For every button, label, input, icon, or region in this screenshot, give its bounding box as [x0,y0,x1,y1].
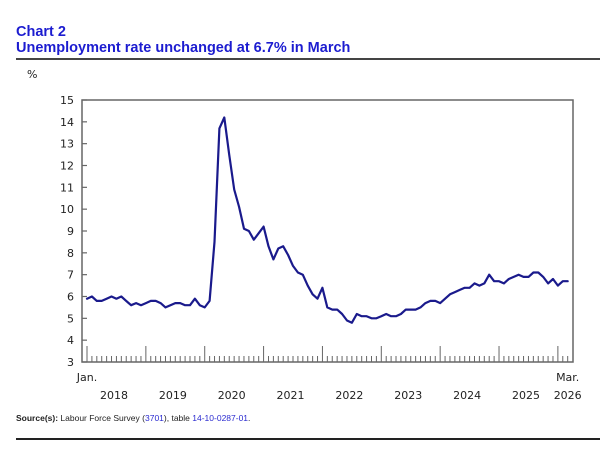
y-tick-label: 6 [67,291,74,304]
y-tick-label: 9 [67,225,74,238]
y-axis: 3 4 5 6 7 8 9 10 11 12 13 14 15 [60,94,87,369]
plot-border [81,99,574,363]
y-tick-label: 15 [60,94,74,107]
footer-divider [16,438,600,440]
y-tick-label: 12 [60,160,74,173]
x-year-label: 2025 [512,389,540,402]
source-text-end: . [248,413,251,423]
y-tick-label: 11 [60,181,74,194]
x-year-label: 2024 [453,389,481,402]
chart-title: Unemployment rate unchanged at 6.7% in M… [16,40,351,56]
x-year-label: 2020 [218,389,246,402]
y-axis-unit-label: % [27,68,38,81]
x-year-label: 2021 [277,389,305,402]
x-year-label: 2026 [554,389,582,402]
x-year-label: 2018 [100,389,128,402]
plot-frame [81,99,574,363]
source-label: Source(s): [16,413,59,423]
y-tick-label: 5 [67,312,74,325]
y-tick-label: 8 [67,247,74,260]
source-text: Labour Force Survey ( [58,413,145,423]
x-year-label: 2019 [159,389,187,402]
x-year-label: 2023 [394,389,422,402]
chart-number: Chart 2 [16,24,66,40]
y-tick-label: 3 [67,356,74,369]
survey-link[interactable]: 3701 [144,413,164,423]
source-text-middle: ), table [163,413,193,423]
title-divider [16,58,600,60]
x-year-label: 2022 [335,389,363,402]
y-tick-label: 4 [67,334,74,347]
line-chart: 3 4 5 6 7 8 9 10 11 12 13 14 15 Jan. Mar. 2018 2019 2020… [60,94,582,402]
source-note: Source(s): Labour Force Survey (3701), t… [16,413,250,423]
y-tick-label: 10 [60,203,74,216]
x-end-label: Mar. [556,371,579,384]
y-tick-label: 7 [67,269,74,282]
table-link[interactable]: 14-10-0287-01 [192,413,249,423]
x-start-label: Jan. [76,371,97,384]
unemployment-rate-line [85,116,569,324]
y-tick-label: 13 [60,138,74,151]
y-tick-label: 14 [60,116,74,129]
x-axis: Jan. Mar. 2018 2019 2020 2021 2022 2023 2024 2025… [76,346,582,402]
